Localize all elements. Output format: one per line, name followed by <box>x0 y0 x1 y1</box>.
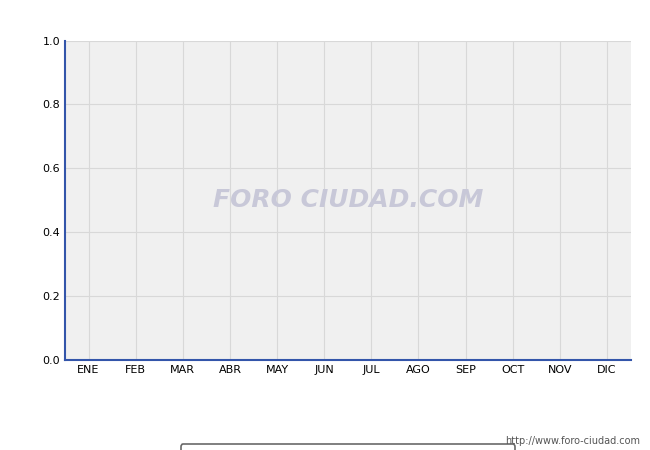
Text: Matriculaciones de Vehiculos en Taravilla: Matriculaciones de Vehiculos en Taravill… <box>155 5 495 23</box>
Legend: 2024, 2023, 2022, 2021, 2020: 2024, 2023, 2022, 2021, 2020 <box>181 444 515 450</box>
Text: FORO CIUDAD.COM: FORO CIUDAD.COM <box>213 188 483 212</box>
Text: http://www.foro-ciudad.com: http://www.foro-ciudad.com <box>505 436 640 446</box>
